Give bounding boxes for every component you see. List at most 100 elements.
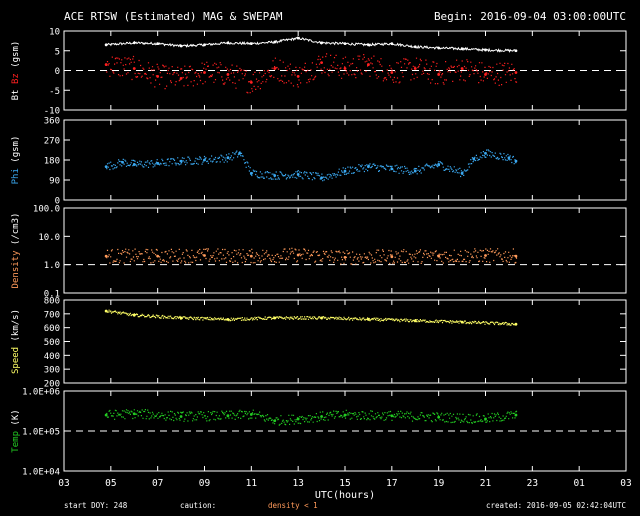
x-tick-label: 01 — [573, 478, 585, 489]
y-tick-label: 10 — [49, 28, 60, 38]
y-tick-label: -10 — [44, 107, 60, 117]
data-point — [104, 165, 108, 169]
data-point — [484, 151, 487, 155]
x-tick-label: 03 — [58, 478, 69, 489]
y-tick-label: 0 — [55, 197, 60, 207]
data-point — [296, 173, 300, 176]
data-point — [507, 156, 511, 160]
y-tick-label: 360 — [44, 117, 60, 127]
y-axis-label-mag: Bt Bz (gsm) — [11, 41, 21, 101]
y-tick-label: 10.0 — [38, 233, 60, 243]
data-point — [273, 67, 277, 70]
data-point — [514, 254, 518, 258]
caution-density-note: density < 1 — [268, 501, 318, 510]
data-point — [104, 63, 108, 66]
y-tick-label: 1.0E+04 — [22, 468, 60, 478]
y-tick-label: 90 — [49, 177, 60, 187]
panel-phi: 360 270 180 90 0 Phi (gsm) — [11, 117, 627, 207]
data-point — [514, 413, 518, 417]
data-point — [343, 67, 347, 70]
x-tick-label: 07 — [152, 478, 163, 489]
data-point — [179, 77, 183, 80]
series-trace — [106, 309, 518, 326]
panels: 10 5 0 -5 -10 Bt Bz (gsm) 360 270 180 90 0 Phi (gsm… — [11, 28, 627, 478]
series-bt — [104, 36, 518, 53]
x-tick-label: 05 — [105, 478, 116, 489]
panel-frame-density — [63, 207, 627, 294]
y-tick-label: 100.0 — [33, 205, 60, 215]
data-point — [484, 73, 487, 76]
series-trace — [106, 53, 518, 94]
x-axis-label: UTC(hours) — [315, 490, 375, 501]
x-tick-label: 17 — [386, 478, 397, 489]
x-tick-label: 23 — [527, 478, 538, 489]
series-trace — [106, 247, 518, 265]
y-tick-label: 5 — [55, 47, 60, 57]
series-trace — [106, 409, 518, 426]
data-point — [390, 71, 394, 74]
x-tick-label: 11 — [246, 478, 258, 489]
data-point — [104, 413, 108, 417]
data-point — [104, 254, 108, 258]
y-axis-label-temp: Temp (K) — [11, 409, 21, 452]
panel-temp: 1.0E+06 1.0E+05 1.0E+04 Temp (K) — [11, 388, 627, 478]
data-point — [367, 63, 370, 66]
y-tick-label: 0.1 — [44, 290, 60, 300]
panel-frame-phi — [63, 119, 627, 201]
data-point — [413, 67, 417, 70]
y-tick-label: 1.0 — [44, 261, 60, 271]
y-axis-label-density: Density (/cm3) — [11, 213, 21, 289]
x-tick-label: 21 — [480, 478, 492, 489]
series-trace — [105, 36, 517, 53]
data-point — [343, 256, 347, 259]
y-tick-label: 800 — [44, 297, 60, 307]
y-axis-label-part: (km/s) — [11, 309, 21, 347]
data-point — [226, 73, 230, 76]
y-tick-label: 700 — [44, 310, 60, 320]
y-axis-label-part: Speed — [11, 347, 21, 374]
data-point — [296, 75, 300, 78]
y-axis-label-part: (/cm3) — [11, 213, 21, 251]
data-point — [514, 71, 518, 74]
created-time: created: 2016-09-05 02:42:04UTC — [486, 501, 626, 510]
series-trace — [106, 149, 518, 182]
y-axis-label-speed: Speed (km/s) — [11, 309, 21, 374]
series-density — [104, 247, 518, 265]
y-tick-label: 0 — [55, 67, 60, 77]
x-tick-label: 13 — [292, 478, 303, 489]
x-tick-label: 19 — [433, 478, 445, 489]
y-axis-label-phi: Phi (gsm) — [11, 136, 21, 185]
y-axis-label-part: Density — [11, 250, 21, 289]
data-point — [413, 169, 417, 173]
series-speed — [104, 309, 518, 326]
chart-title: ACE RTSW (Estimated) MAG & SWEPAM — [64, 10, 283, 23]
y-axis-label-part: Bz — [11, 73, 21, 89]
data-point — [437, 415, 441, 419]
y-tick-label: 400 — [44, 352, 60, 362]
y-axis-label-part: Temp — [11, 431, 21, 453]
data-point — [320, 61, 323, 64]
x-tick-label: 03 — [620, 478, 631, 489]
y-axis-label-part: Bt — [11, 89, 21, 100]
panel-speed: 800 700 600 500 400 300 200 Speed (km/s) — [11, 297, 627, 390]
data-point — [203, 71, 206, 74]
data-point — [343, 169, 347, 173]
y-tick-label: 300 — [44, 366, 60, 376]
panel-frame-speed — [63, 299, 627, 384]
y-tick-label: 1.0E+06 — [22, 388, 60, 398]
y-tick-label: 600 — [44, 324, 60, 334]
y-axis-label-part: (gsm) — [11, 136, 21, 169]
y-tick-label: 1.0E+05 — [22, 428, 60, 438]
data-point — [179, 415, 183, 418]
start-doy: start DOY: 248 — [64, 501, 128, 510]
series-temp — [104, 409, 518, 426]
y-tick-label: 200 — [44, 380, 60, 390]
x-tick-label: 09 — [199, 478, 211, 489]
series-phi — [104, 149, 518, 182]
data-point — [249, 254, 253, 258]
y-tick-label: 500 — [44, 338, 60, 348]
x-tick-label: 15 — [339, 478, 350, 489]
y-tick-label: 270 — [44, 137, 60, 147]
panel-mag: 10 5 0 -5 -10 Bt Bz (gsm) — [11, 28, 627, 117]
